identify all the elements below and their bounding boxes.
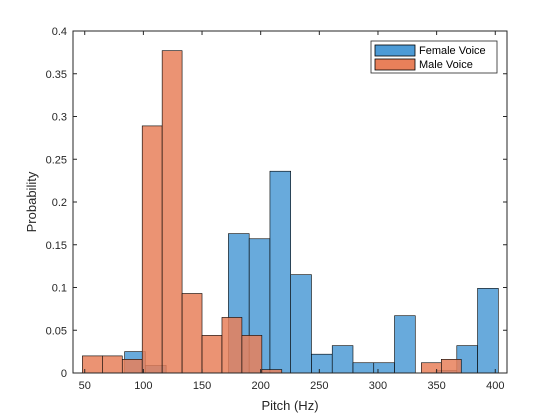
- male-voice-bars: [82, 50, 462, 374]
- legend-label-male: Male Voice: [419, 59, 473, 71]
- x-tick-label-0: 50: [79, 380, 91, 392]
- male-voice-bar-18: [441, 359, 462, 374]
- female-voice-bar-7: [269, 170, 292, 374]
- female-voice-bars: [124, 170, 499, 374]
- y-tick-label-6: 0.3: [52, 112, 67, 124]
- male-voice-bar-0: [82, 355, 103, 374]
- x-tick-label-6: 350: [427, 380, 445, 392]
- female-voice-bar-8: [290, 274, 312, 374]
- x-axis-ticks: 50 100 150 200 250 300 350 400: [79, 31, 504, 392]
- male-voice-bar-17: [421, 362, 442, 374]
- x-axis-label: Pitch (Hz): [261, 398, 318, 413]
- female-voice-bar-9: [311, 353, 333, 374]
- legend-swatch-female: [374, 44, 416, 57]
- male-voice-bar-6: [201, 335, 223, 374]
- x-tick-label-1: 100: [134, 380, 152, 392]
- male-voice-bar-8: [241, 335, 263, 374]
- female-voice-bar-13: [394, 315, 416, 374]
- male-voice-bar-9: [261, 369, 283, 374]
- male-voice-bar-1: [102, 355, 123, 374]
- y-axis-ticks: 0 0.05 0.1 0.15 0.2 0.25 0.3 0.35 0.4: [46, 26, 507, 380]
- male-voice-bar-5: [181, 293, 203, 374]
- legend: Female Voice Male Voice: [370, 40, 498, 74]
- male-voice-bar-7: [221, 317, 243, 374]
- y-tick-label-5: 0.25: [46, 154, 67, 166]
- y-axis-label: Probability: [24, 171, 39, 232]
- x-tick-label-2: 150: [193, 380, 211, 392]
- y-tick-label-7: 0.35: [46, 69, 67, 81]
- female-voice-bar-11: [352, 362, 375, 374]
- y-tick-label-3: 0.15: [46, 240, 67, 252]
- x-tick-label-5: 300: [369, 380, 387, 392]
- x-tick-label-7: 400: [486, 380, 504, 392]
- legend-label-female: Female Voice: [419, 45, 486, 57]
- y-tick-label-8: 0.4: [52, 26, 67, 38]
- y-tick-label-2: 0.1: [52, 283, 67, 295]
- male-voice-bar-2: [121, 359, 143, 374]
- y-tick-label-4: 0.2: [52, 197, 67, 209]
- legend-swatch-male: [374, 58, 416, 71]
- y-tick-label-0: 0: [61, 368, 67, 380]
- female-voice-bar-10: [331, 345, 354, 374]
- y-tick-label-1: 0.05: [46, 325, 67, 337]
- female-voice-bar-12: [373, 362, 395, 374]
- female-voice-bar-17: [477, 288, 499, 374]
- x-tick-label-4: 250: [310, 380, 328, 392]
- male-voice-bar-4: [161, 50, 183, 374]
- male-voice-bar-3: [141, 125, 163, 374]
- x-tick-label-3: 200: [251, 380, 269, 392]
